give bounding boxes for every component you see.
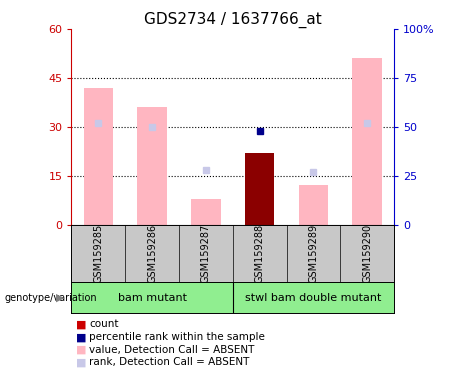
Text: count: count <box>89 319 118 329</box>
Text: GSM159285: GSM159285 <box>93 224 103 283</box>
Text: ■: ■ <box>76 319 87 329</box>
Text: ▶: ▶ <box>56 293 64 303</box>
Text: GSM159290: GSM159290 <box>362 224 372 283</box>
Bar <box>353 58 382 225</box>
Text: stwl bam double mutant: stwl bam double mutant <box>245 293 382 303</box>
Text: genotype/variation: genotype/variation <box>5 293 97 303</box>
Bar <box>299 185 328 225</box>
Text: GSM159286: GSM159286 <box>147 224 157 283</box>
Text: ■: ■ <box>76 332 87 342</box>
Text: GSM159288: GSM159288 <box>254 224 265 283</box>
Bar <box>137 107 167 225</box>
Text: GDS2734 / 1637766_at: GDS2734 / 1637766_at <box>144 12 322 28</box>
Bar <box>245 153 274 225</box>
Text: bam mutant: bam mutant <box>118 293 187 303</box>
Text: GSM159287: GSM159287 <box>201 224 211 283</box>
Text: GSM159289: GSM159289 <box>308 224 319 283</box>
Text: ■: ■ <box>76 358 87 367</box>
Text: percentile rank within the sample: percentile rank within the sample <box>89 332 265 342</box>
Text: value, Detection Call = ABSENT: value, Detection Call = ABSENT <box>89 345 254 355</box>
Bar <box>191 199 221 225</box>
Text: ■: ■ <box>76 345 87 355</box>
Bar <box>83 88 113 225</box>
Text: rank, Detection Call = ABSENT: rank, Detection Call = ABSENT <box>89 358 249 367</box>
